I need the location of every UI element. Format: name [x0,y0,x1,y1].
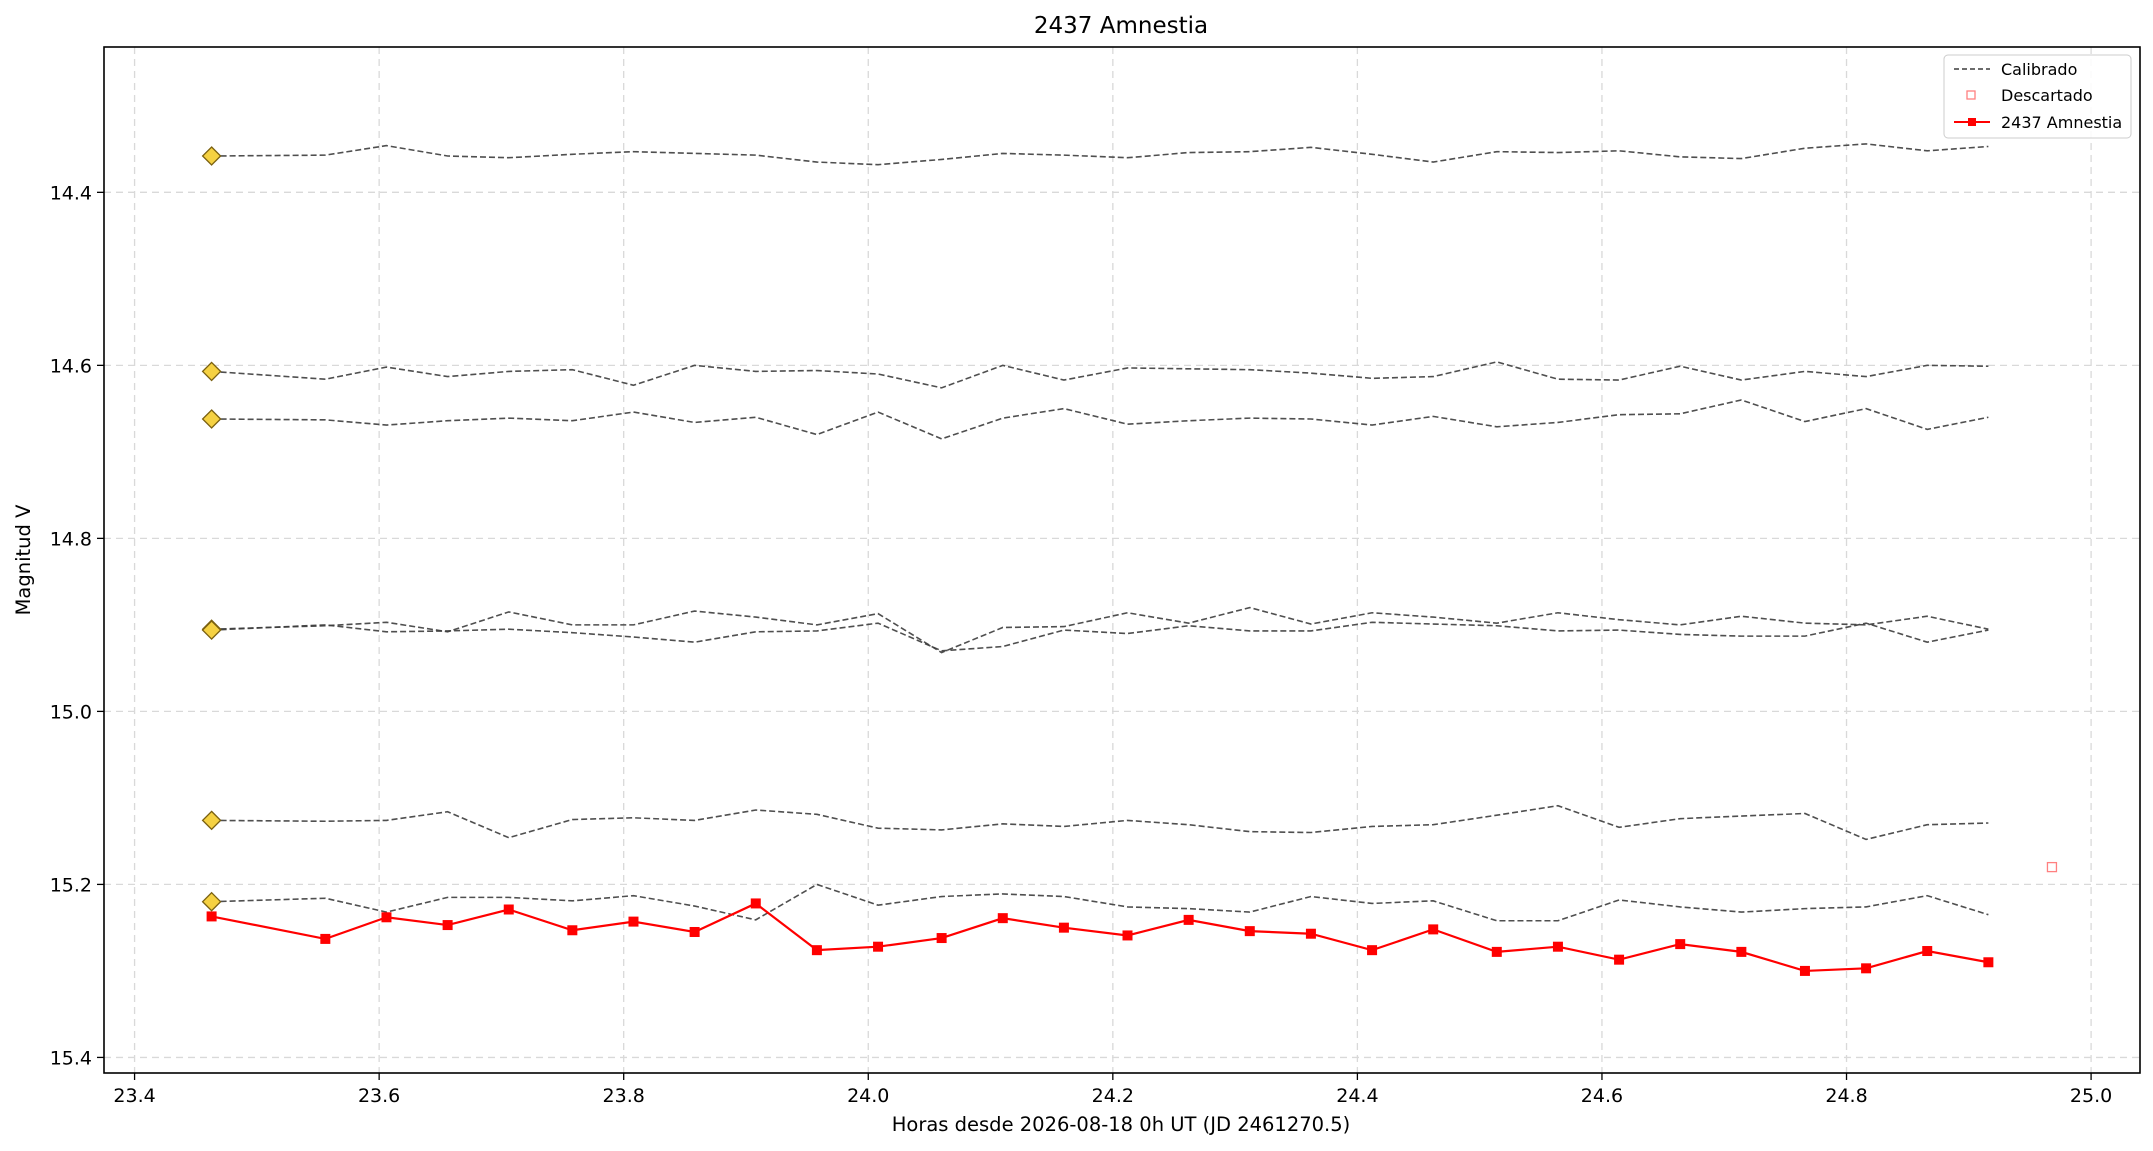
target-data-point [1305,928,1316,939]
target-data-point [503,904,514,915]
target-data-point [1552,941,1563,952]
calibrated-star-line-3 [211,399,1989,440]
reference-star-marker [201,146,222,166]
target-data-point [1183,914,1194,925]
target-data-point [811,945,822,956]
discarded-data-point [2046,861,2058,873]
target-data-point [1122,930,1133,941]
calibrated-star-line-2 [211,361,1989,389]
reference-star-marker [201,891,222,912]
calibrated-star-line-4 [211,606,1989,654]
y-tick-label: 15.2 [50,874,92,896]
y-tick-label: 15.0 [50,701,92,723]
target-data-point [1861,963,1872,974]
target-data-point [628,916,639,927]
calibrated-star-line-6 [211,804,1989,841]
target-data-point [1736,946,1747,957]
x-tick-label: 23.6 [358,1085,400,1107]
y-tick-label: 15.4 [50,1047,92,1069]
y-axis-ticks: 14.4 14.6 14.8 15.0 15.2 15.4 [50,182,104,1069]
x-tick-label: 24.4 [1336,1085,1378,1107]
target-data-point [1491,946,1502,957]
target-data-point [750,898,761,909]
target-data-point [442,920,453,931]
x-tick-label: 23.8 [603,1085,645,1107]
legend-box [1943,54,2132,139]
target-data-point [1922,946,1933,957]
legend-target-swatch-marker [1968,118,1976,126]
target-data-point [1614,954,1625,965]
target-data-point [1799,965,1810,976]
x-axis-ticks: 23.4 23.6 23.8 24.0 24.2 24.4 24.6 24.8 25.0 [113,1073,2112,1107]
target-data-point [997,913,1008,924]
target-data-point [567,925,578,936]
y-tick-label: 14.8 [50,528,92,550]
grid [104,47,2140,1073]
target-data-point [1428,924,1439,935]
y-axis-label: Magnitud V [12,504,35,616]
y-tick-label: 14.4 [50,182,92,204]
x-tick-label: 23.4 [113,1085,155,1107]
y-tick-label: 14.6 [50,355,92,377]
series-layer [206,143,1994,976]
reference-star-marker [201,361,222,382]
calibrated-star-line-1 [211,143,1989,166]
legend-target-label: 2437 Amnestia [2001,113,2122,132]
x-tick-label: 25.0 [2070,1085,2112,1107]
target-data-point [1675,939,1686,950]
markers-layer [201,146,2058,912]
reference-star-marker [201,409,222,429]
calibrated-star-line-7 [211,883,1989,922]
target-data-point [873,941,884,952]
legend-calibrated-label: Calibrado [2001,60,2077,79]
target-data-point [1983,957,1994,968]
legend-discarded-swatch [1966,90,1976,100]
plot-frame [103,46,2141,1074]
x-tick-label: 24.8 [1825,1085,1867,1107]
reference-star-marker [201,810,222,831]
target-data-point [206,911,217,922]
target-data-point [1367,945,1378,956]
legend-discarded-label: Descartado [2001,86,2093,105]
x-axis-label: Horas desde 2026-08-18 0h UT (JD 2461270… [892,1113,1351,1136]
target-data-point [689,926,700,937]
x-tick-label: 24.0 [847,1085,889,1107]
x-tick-label: 24.6 [1581,1085,1623,1107]
x-tick-label: 24.2 [1092,1085,1134,1107]
target-data-point [1058,922,1069,933]
target-data-point [381,912,392,923]
chart-title: 2437 Amnestia [1034,13,1208,39]
legend: Calibrado Descartado 2437 Amnestia [1943,54,2132,139]
target-data-point [1244,926,1255,937]
target-data-point [936,933,947,944]
target-data-point [320,933,331,944]
reference-star-marker [201,620,222,640]
